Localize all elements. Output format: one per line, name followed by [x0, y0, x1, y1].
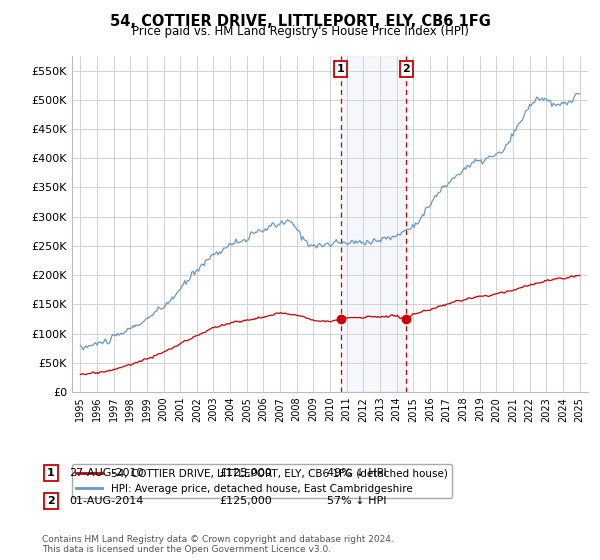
Text: £125,000: £125,000	[219, 468, 272, 478]
Text: 01-AUG-2014: 01-AUG-2014	[69, 496, 143, 506]
Text: 54, COTTIER DRIVE, LITTLEPORT, ELY, CB6 1FG: 54, COTTIER DRIVE, LITTLEPORT, ELY, CB6 …	[110, 14, 490, 29]
Text: 2: 2	[403, 64, 410, 74]
Text: 1: 1	[47, 468, 55, 478]
Text: 2: 2	[47, 496, 55, 506]
Text: Price paid vs. HM Land Registry's House Price Index (HPI): Price paid vs. HM Land Registry's House …	[131, 25, 469, 38]
Text: £125,000: £125,000	[219, 496, 272, 506]
Text: 49% ↓ HPI: 49% ↓ HPI	[327, 468, 386, 478]
Text: 57% ↓ HPI: 57% ↓ HPI	[327, 496, 386, 506]
Legend: 54, COTTIER DRIVE, LITTLEPORT, ELY, CB6 1FG (detached house), HPI: Average price: 54, COTTIER DRIVE, LITTLEPORT, ELY, CB6 …	[72, 464, 452, 498]
Text: 1: 1	[337, 64, 344, 74]
Text: Contains HM Land Registry data © Crown copyright and database right 2024.
This d: Contains HM Land Registry data © Crown c…	[42, 535, 394, 554]
Bar	[341, 56, 406, 392]
Text: 27-AUG-2010: 27-AUG-2010	[69, 468, 143, 478]
